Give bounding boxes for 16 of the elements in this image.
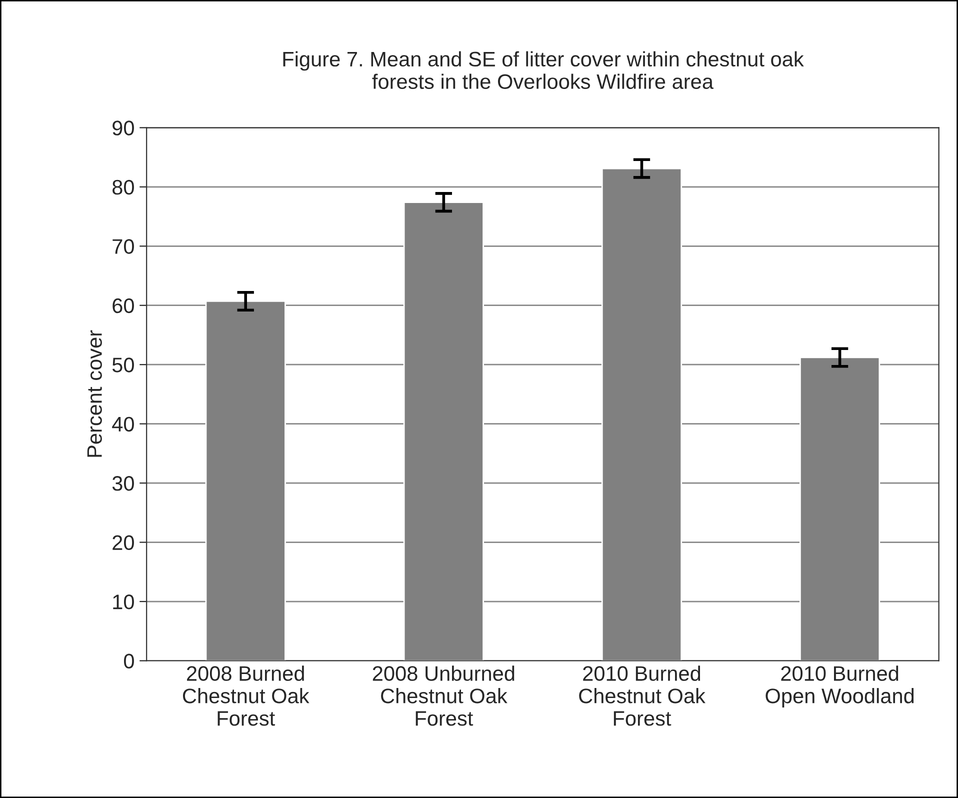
y-tick-label: 30 bbox=[112, 476, 134, 491]
y-tick-label: 90 bbox=[112, 120, 134, 136]
y-tick-label: 10 bbox=[113, 594, 134, 610]
y-tick-label: 40 bbox=[112, 416, 134, 432]
y-tick-label: 20 bbox=[112, 535, 134, 550]
x-tick-label: 2008 Unburned Chestnut Oak Forest bbox=[372, 666, 514, 726]
y-tick-label: 0 bbox=[124, 654, 134, 668]
x-tick-label: 2008 Burned Chestnut Oak Forest bbox=[182, 666, 310, 726]
y-tick-label: 80 bbox=[112, 180, 134, 195]
x-tick-label: 2010 Burned Chestnut Oak Forest bbox=[579, 666, 706, 726]
y-tick-label: 60 bbox=[112, 298, 134, 314]
y-tick-label: 50 bbox=[112, 358, 134, 372]
x-tick-label: 2010 Burned Open Woodland bbox=[766, 666, 914, 708]
y-axis-title: Percent cover bbox=[87, 330, 102, 457]
y-tick-label: 70 bbox=[112, 239, 134, 254]
chart-title: Figure 7. Mean and SE of litter cover within chestnut oak forests in the Overlooks Wildfire area bbox=[283, 51, 804, 89]
